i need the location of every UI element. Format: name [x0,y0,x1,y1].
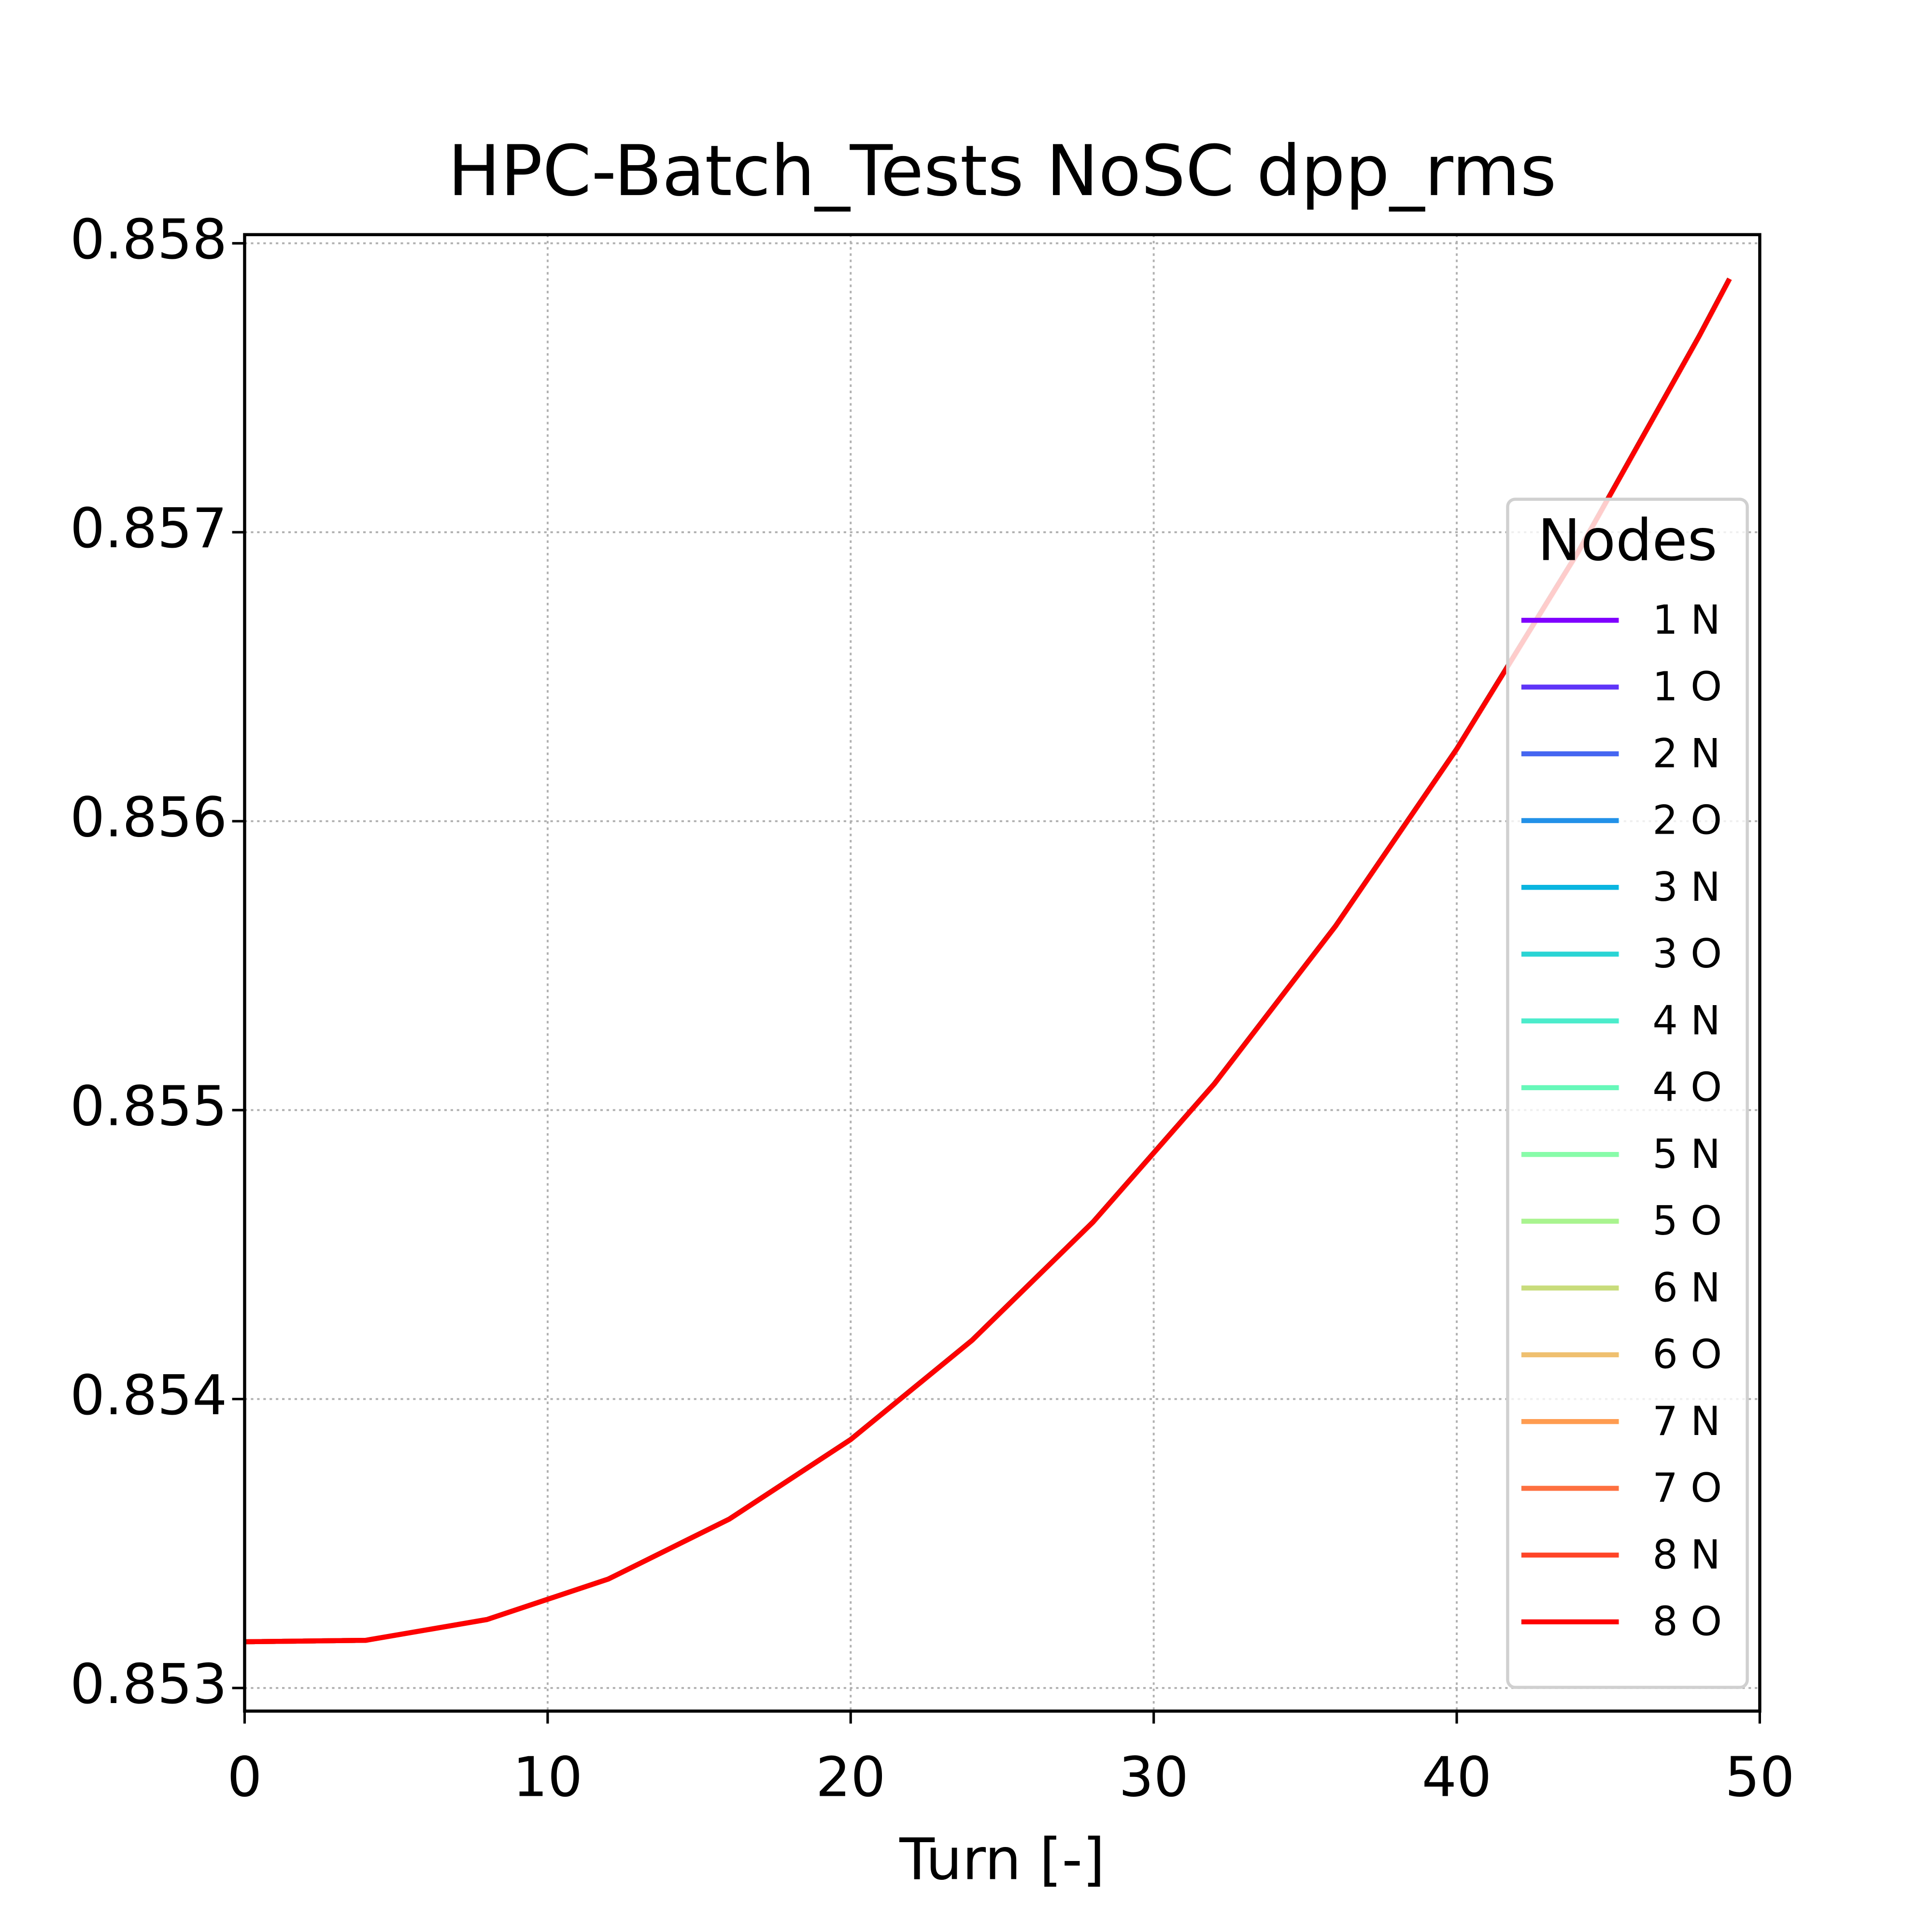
legend-label: 4 O [1652,1065,1722,1111]
x-tick-label: 50 [1725,1745,1795,1809]
y-tick-label: 0.858 [70,207,227,271]
y-tick-label: 0.857 [70,496,227,560]
ticks: 0 10 20 30 40 50 0.853 0.854 0.855 0.856 0.857 0.85… [70,207,1795,1809]
legend-label: 1 N [1652,597,1720,643]
legend-label: 7 N [1652,1398,1720,1445]
chart-title: HPC-Batch_Tests NoSC dpp_rms [448,131,1556,212]
x-axis-label: Turn [-] [899,1827,1105,1893]
legend-label: 7 O [1652,1465,1722,1511]
legend-title: Nodes [1537,507,1717,574]
legend-box [1506,497,1749,1689]
legend-label: 5 N [1652,1131,1720,1178]
x-tick-label: 20 [816,1745,886,1809]
y-tick-label: 0.856 [70,785,227,849]
legend-label: 3 O [1652,931,1722,977]
legend-label: 4 N [1652,997,1720,1044]
legend-label: 1 O [1652,664,1722,710]
legend-label: 6 O [1652,1332,1722,1378]
legend-label: 8 N [1652,1532,1720,1578]
axes-frame [243,233,1762,1713]
y-tick-label: 0.854 [70,1363,227,1427]
legend-label: 2 O [1652,797,1722,844]
legend-label: 8 O [1652,1599,1722,1645]
legend-label: 2 N [1652,730,1720,777]
legend-label: 3 N [1652,864,1720,910]
x-tick-label: 40 [1422,1745,1492,1809]
x-tick-label: 0 [227,1745,262,1809]
y-tick-label: 0.853 [70,1652,227,1716]
x-tick-label: 30 [1119,1745,1189,1809]
legend: Nodes 1 N 1 O 2 N 2 O 3 N 3 O 4 N 4 O 5 N 5 O 6 N 6 … [1506,497,1749,1689]
x-tick-label: 10 [513,1745,583,1809]
legend-label: 6 N [1652,1264,1720,1311]
y-tick-label: 0.855 [70,1074,227,1138]
legend-label: 5 O [1652,1198,1722,1244]
